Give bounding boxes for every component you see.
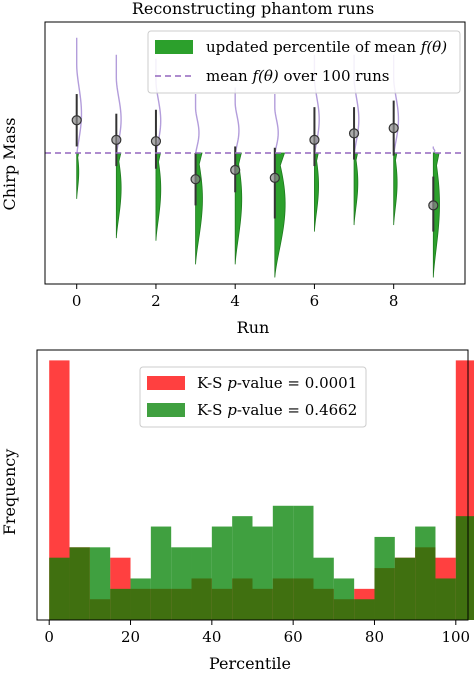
histogram-bar-red (49, 360, 70, 620)
violin-upper-outline (274, 94, 279, 154)
violin-lower-fill (195, 152, 203, 265)
median-marker (111, 134, 122, 145)
median-marker (269, 172, 280, 183)
legend-patch-swatch (155, 40, 193, 54)
legend-red-label: K-S p-value = 0.0001 (197, 374, 357, 392)
x-tick-label: 100 (441, 628, 470, 646)
x-tick-label: 80 (365, 628, 384, 646)
median-marker (309, 134, 320, 145)
legend-patch-label: updated percentile of mean f(θ) (206, 38, 447, 56)
x-tick-label: 6 (310, 292, 320, 310)
x-tick-label: 0 (72, 292, 82, 310)
violin-upper-outline (234, 87, 240, 154)
legend: updated percentile of mean f(θ) mean f(θ… (147, 30, 461, 94)
histogram-chart: 0 20 40 60 80 100 Percentile Frequency K-S p-… (0, 349, 474, 673)
legend-green-label: K-S p-value = 0.4662 (197, 401, 357, 419)
histogram-bar-green (293, 505, 314, 620)
x-axis-ticks: 0 2 4 6 8 (72, 284, 399, 310)
violin-lower-fill (274, 152, 286, 278)
legend-line-label: mean f(θ) over 100 runs (206, 67, 389, 85)
violin-lower-fill (353, 152, 359, 226)
median-marker (71, 115, 82, 126)
histogram-bar-green (333, 578, 355, 620)
median-marker (190, 174, 201, 185)
x-axis-label: Percentile (209, 654, 291, 673)
histogram-bar-green (130, 578, 151, 620)
violin-lower-fill (393, 152, 398, 226)
histogram-bar-green (171, 547, 192, 620)
histogram-bars (49, 360, 474, 620)
violin-lower-fill (76, 152, 80, 199)
legend-green-swatch (147, 403, 185, 417)
x-tick-label: 0 (44, 628, 54, 646)
median-marker (428, 200, 439, 211)
y-axis-label: Frequency (0, 449, 19, 536)
histogram-bar-green (191, 547, 212, 620)
violin-lower-fill (155, 152, 162, 241)
violin-lower-fill (432, 152, 440, 278)
histogram-bar-green (232, 516, 253, 620)
legend-red-swatch (147, 376, 185, 390)
plot-frame (44, 21, 466, 285)
x-tick-label: 8 (389, 292, 399, 310)
histogram-bar-green (69, 547, 90, 620)
histogram-bar-green (211, 526, 233, 620)
histogram-bar-green (313, 557, 334, 620)
median-marker (348, 128, 360, 139)
legend-box (139, 366, 367, 428)
median-marker (230, 164, 241, 176)
x-tick-label: 20 (121, 628, 140, 646)
histogram-bar-green (89, 547, 111, 620)
violin-chart: Reconstructing phantom runs 0 2 4 6 8 Run Ch… (0, 0, 466, 337)
plot-frame (36, 349, 469, 621)
histogram-bar-green (435, 578, 456, 620)
x-tick-label: 60 (284, 628, 303, 646)
histogram-bar-green (252, 526, 273, 620)
histogram-bar-green (455, 516, 474, 620)
histogram-bar-green (354, 599, 375, 620)
y-axis-label: Chirp Mass (0, 118, 19, 211)
violin-lower-fill (115, 152, 122, 239)
chart-title: Reconstructing phantom runs (132, 0, 374, 18)
histogram-bar-green (110, 588, 131, 620)
x-axis-label: Run (237, 318, 270, 337)
violin-upper-outline (432, 146, 436, 154)
x-tick-label: 4 (230, 292, 240, 310)
legend-box (147, 30, 461, 94)
legend: K-S p-value = 0.0001 K-S p-value = 0.466… (139, 366, 367, 428)
x-tick-label: 2 (151, 292, 161, 310)
median-marker (150, 136, 162, 147)
histogram-bar-green (394, 557, 416, 620)
histogram-bar-green (272, 505, 294, 620)
x-axis-ticks: 0 20 40 60 80 100 (44, 620, 470, 646)
x-tick-label: 40 (202, 628, 221, 646)
violin-upper-outline (194, 94, 200, 154)
histogram-bar-green (415, 526, 436, 620)
histogram-bar-green (49, 557, 70, 620)
histogram-bar-green (374, 536, 395, 620)
violin-upper-outline (75, 37, 83, 154)
histogram-bar-green (150, 526, 172, 620)
violin-lower-fill (314, 152, 319, 232)
median-marker (388, 123, 399, 134)
